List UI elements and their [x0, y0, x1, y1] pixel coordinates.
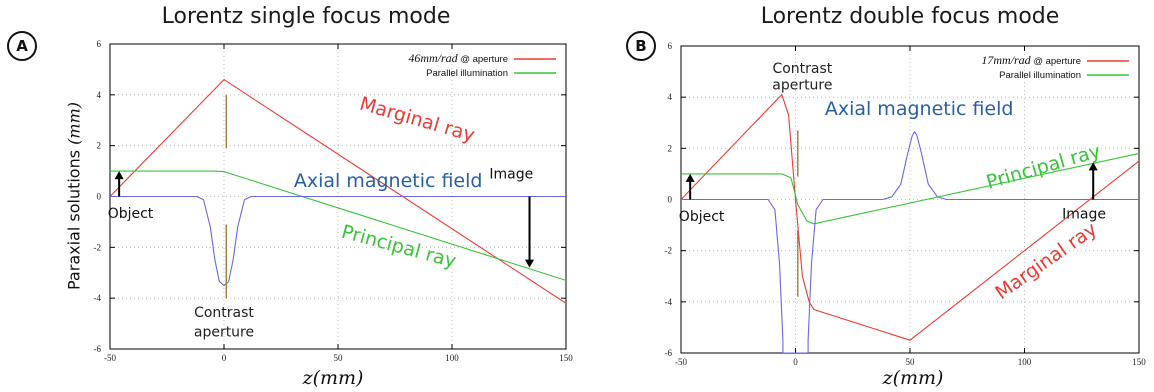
y-tick-label: -2 [94, 242, 102, 252]
annotation-label: Object [108, 206, 154, 222]
series-group [110, 79, 566, 304]
x-tick-label: 150 [1132, 357, 1146, 367]
y-tick-label: -4 [665, 297, 673, 307]
legend-math: 46mm/rad [408, 51, 458, 65]
y-tick-label: 2 [668, 143, 673, 153]
series-line-3 [681, 131, 1139, 353]
arrow-head [114, 171, 124, 180]
y-tick-label: 2 [97, 141, 102, 151]
annotation-label: Image [489, 167, 533, 183]
x-tick-label: 150 [559, 353, 573, 363]
y-tick-label: 6 [668, 41, 673, 51]
y-tick-label: 0 [97, 192, 102, 202]
x-tick-label: 0 [222, 353, 227, 363]
y-tick-label: 0 [668, 195, 673, 205]
x-axis-label-a: z(mm) [302, 367, 364, 389]
annotation-label: Contrast [772, 61, 832, 77]
y-tick-label: -2 [665, 246, 673, 256]
y-tick-label: -6 [94, 344, 102, 354]
series-group [681, 94, 1139, 353]
x-axis-label-b: z(mm) [882, 367, 944, 389]
legend-suffix: @ aperture [1031, 56, 1081, 67]
panel-badge-b: B [626, 31, 656, 61]
x-tick-label: 100 [445, 353, 459, 363]
x-tick-label: 0 [793, 357, 798, 367]
annotation-label: Axial magnetic field [294, 170, 483, 192]
y-tick-label: 6 [97, 39, 102, 49]
arrow-head [1088, 162, 1098, 171]
arrow-head [685, 173, 695, 182]
y-tick-label: 4 [668, 92, 673, 102]
series-line-3 [110, 195, 566, 287]
annotation-label: Marginal ray [991, 218, 1101, 304]
legend-math: 17mm/rad [981, 53, 1031, 67]
annotation-label: Object [679, 209, 725, 225]
x-tick-label: 50 [334, 353, 344, 363]
legend-label: Parallel illumination [426, 68, 508, 79]
annotation-label: aperture [194, 324, 254, 340]
y-tick-label: 4 [97, 90, 102, 100]
x-tick-label: -50 [104, 353, 116, 363]
chart-title-a: Lorentz single focus mode [161, 4, 451, 29]
legend-suffix: @ aperture [458, 54, 508, 65]
panel-badge-a: A [7, 31, 37, 61]
legend-label: 46mm/rad @ aperture [408, 51, 508, 65]
series-line-2 [681, 152, 1139, 225]
annotation-label: Image [1062, 207, 1106, 223]
x-tick-label: 100 [1018, 357, 1032, 367]
series-line-1 [110, 79, 566, 304]
x-tick-label: -50 [675, 357, 687, 367]
series-line-2 [110, 170, 566, 281]
annotation-label: Axial magnetic field [825, 98, 1014, 120]
series-line-1 [681, 94, 1139, 341]
arrow-head [525, 259, 535, 268]
x-tick-label: 50 [906, 357, 916, 367]
chart-title-b: Lorentz double focus mode [760, 4, 1060, 29]
legend-label: Parallel illumination [999, 70, 1081, 81]
annotation-label: aperture [772, 77, 832, 93]
legend-suffix: Parallel illumination [999, 70, 1081, 81]
legend-label: 17mm/rad @ aperture [981, 53, 1081, 67]
annotation-label: Contrast [194, 305, 254, 321]
y-tick-label: -6 [665, 348, 673, 358]
y-tick-label: -4 [94, 293, 102, 303]
legend-suffix: Parallel illumination [426, 68, 508, 79]
